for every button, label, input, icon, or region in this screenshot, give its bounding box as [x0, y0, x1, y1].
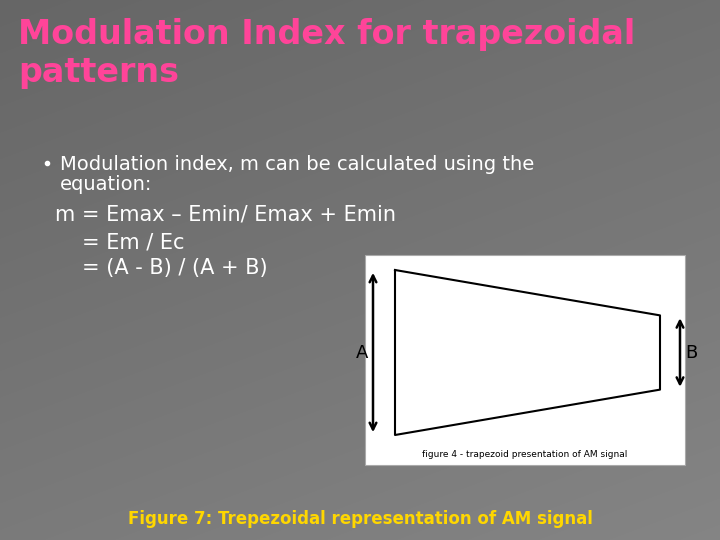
Text: A: A — [356, 343, 368, 361]
Text: figure 4 - trapezoid presentation of AM signal: figure 4 - trapezoid presentation of AM … — [423, 450, 628, 459]
Text: m = Emax – Emin/ Emax + Emin: m = Emax – Emin/ Emax + Emin — [55, 205, 396, 225]
Text: equation:: equation: — [60, 175, 153, 194]
Bar — [365, 255, 685, 465]
Text: = Em / Ec: = Em / Ec — [82, 232, 184, 252]
Text: Figure 7: Trepezoidal representation of AM signal: Figure 7: Trepezoidal representation of … — [127, 510, 593, 528]
Text: B: B — [685, 343, 697, 361]
Text: Modulation index, m can be calculated using the: Modulation index, m can be calculated us… — [60, 155, 534, 174]
Text: Modulation Index for trapezoidal
patterns: Modulation Index for trapezoidal pattern… — [18, 18, 635, 89]
Text: = (A - B) / (A + B): = (A - B) / (A + B) — [82, 258, 268, 278]
